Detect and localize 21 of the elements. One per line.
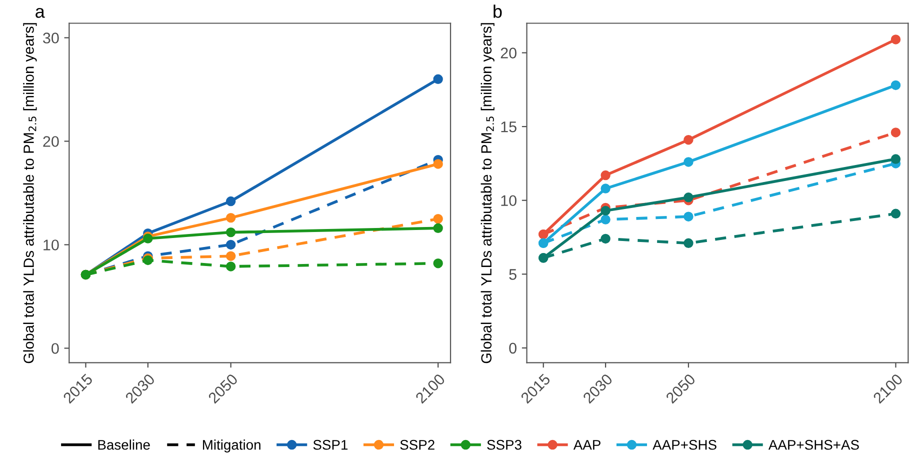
legend-label: AAP+SHS+AS xyxy=(768,440,859,450)
y-axis-title: Global total YLDs attributable to PM$_{2.5}$ [million years] xyxy=(480,23,494,364)
y-tick-label: 15 xyxy=(501,122,516,132)
y-tick-label: 20 xyxy=(43,136,59,147)
chart-title: b xyxy=(494,4,502,18)
y-tick-label: 5 xyxy=(509,269,516,280)
y-tick-label: 0 xyxy=(509,342,516,354)
y-tick-label: 30 xyxy=(43,32,59,44)
y-tick-label: 10 xyxy=(44,240,59,250)
y-tick-label: 0 xyxy=(52,343,59,354)
y-tick-label: 20 xyxy=(500,48,516,58)
legend-label: SSP2 xyxy=(400,440,434,450)
y-tick-label: 10 xyxy=(501,195,516,206)
legend-label: AAP+SHS xyxy=(652,440,716,450)
legend-label: SSP3 xyxy=(487,440,522,450)
legend-label: AAP xyxy=(573,440,600,450)
chart-title: a xyxy=(36,8,45,18)
text: Baseline xyxy=(98,440,150,450)
y-axis-title: Global total YLDs attributable to PM$_{2.5}$ [million years] xyxy=(23,23,37,364)
legend-label: SSP1 xyxy=(313,440,348,450)
text: Mitigation xyxy=(202,440,260,452)
